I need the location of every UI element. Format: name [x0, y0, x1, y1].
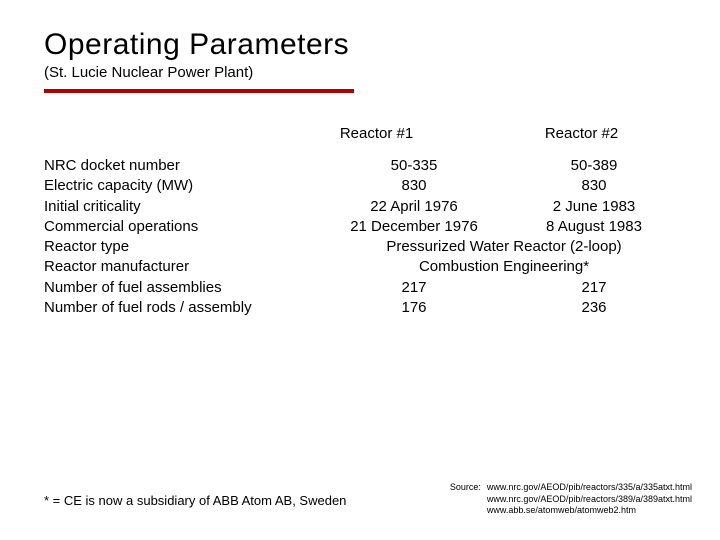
- slide-subtitle: (St. Lucie Nuclear Power Plant): [44, 64, 684, 81]
- source-label: Source:: [450, 482, 481, 516]
- table-row: Reactor type Pressurized Water Reactor (…: [44, 237, 684, 257]
- cell: 236: [504, 298, 684, 318]
- cell: 50-389: [504, 156, 684, 176]
- column-header: Reactor #2: [479, 125, 684, 142]
- cell-span: Pressurized Water Reactor (2-loop): [324, 237, 684, 257]
- cell: 2 June 1983: [504, 197, 684, 217]
- cell: 830: [324, 176, 504, 196]
- table-row: Commercial operations 21 December 1976 8…: [44, 217, 684, 237]
- cell-span: Combustion Engineering*: [324, 257, 684, 277]
- row-label: Initial criticality: [44, 197, 324, 217]
- source-url: www.abb.se/atomweb/atomweb2.htm: [487, 505, 692, 516]
- cell: 176: [324, 298, 504, 318]
- slide-title: Operating Parameters: [44, 28, 684, 62]
- table-header-row: Reactor #1 Reactor #2: [44, 125, 684, 142]
- cell: 50-335: [324, 156, 504, 176]
- parameters-table: Reactor #1 Reactor #2 NRC docket number …: [44, 125, 684, 318]
- row-label: Reactor manufacturer: [44, 257, 324, 277]
- table-row: Electric capacity (MW) 830 830: [44, 176, 684, 196]
- footnote: * = CE is now a subsidiary of ABB Atom A…: [44, 493, 346, 508]
- row-label: Number of fuel rods / assembly: [44, 298, 324, 318]
- cell: 22 April 1976: [324, 197, 504, 217]
- cell: 217: [324, 278, 504, 298]
- table-row: Reactor manufacturer Combustion Engineer…: [44, 257, 684, 277]
- cell: 8 August 1983: [504, 217, 684, 237]
- row-label: Commercial operations: [44, 217, 324, 237]
- source-url: www.nrc.gov/AEOD/pib/reactors/335/a/335a…: [487, 482, 692, 493]
- row-label: Reactor type: [44, 237, 324, 257]
- accent-rule: [44, 89, 354, 93]
- table-row: Number of fuel rods / assembly 176 236: [44, 298, 684, 318]
- cell: 217: [504, 278, 684, 298]
- source-block: Source: www.nrc.gov/AEOD/pib/reactors/33…: [450, 482, 692, 516]
- cell: 21 December 1976: [324, 217, 504, 237]
- table-row: Number of fuel assemblies 217 217: [44, 278, 684, 298]
- row-label: NRC docket number: [44, 156, 324, 176]
- table-row: Initial criticality 22 April 1976 2 June…: [44, 197, 684, 217]
- row-label: Number of fuel assemblies: [44, 278, 324, 298]
- source-url: www.nrc.gov/AEOD/pib/reactors/389/a/389a…: [487, 494, 692, 505]
- cell: 830: [504, 176, 684, 196]
- table-row: NRC docket number 50-335 50-389: [44, 156, 684, 176]
- row-label: Electric capacity (MW): [44, 176, 324, 196]
- column-header: Reactor #1: [274, 125, 479, 142]
